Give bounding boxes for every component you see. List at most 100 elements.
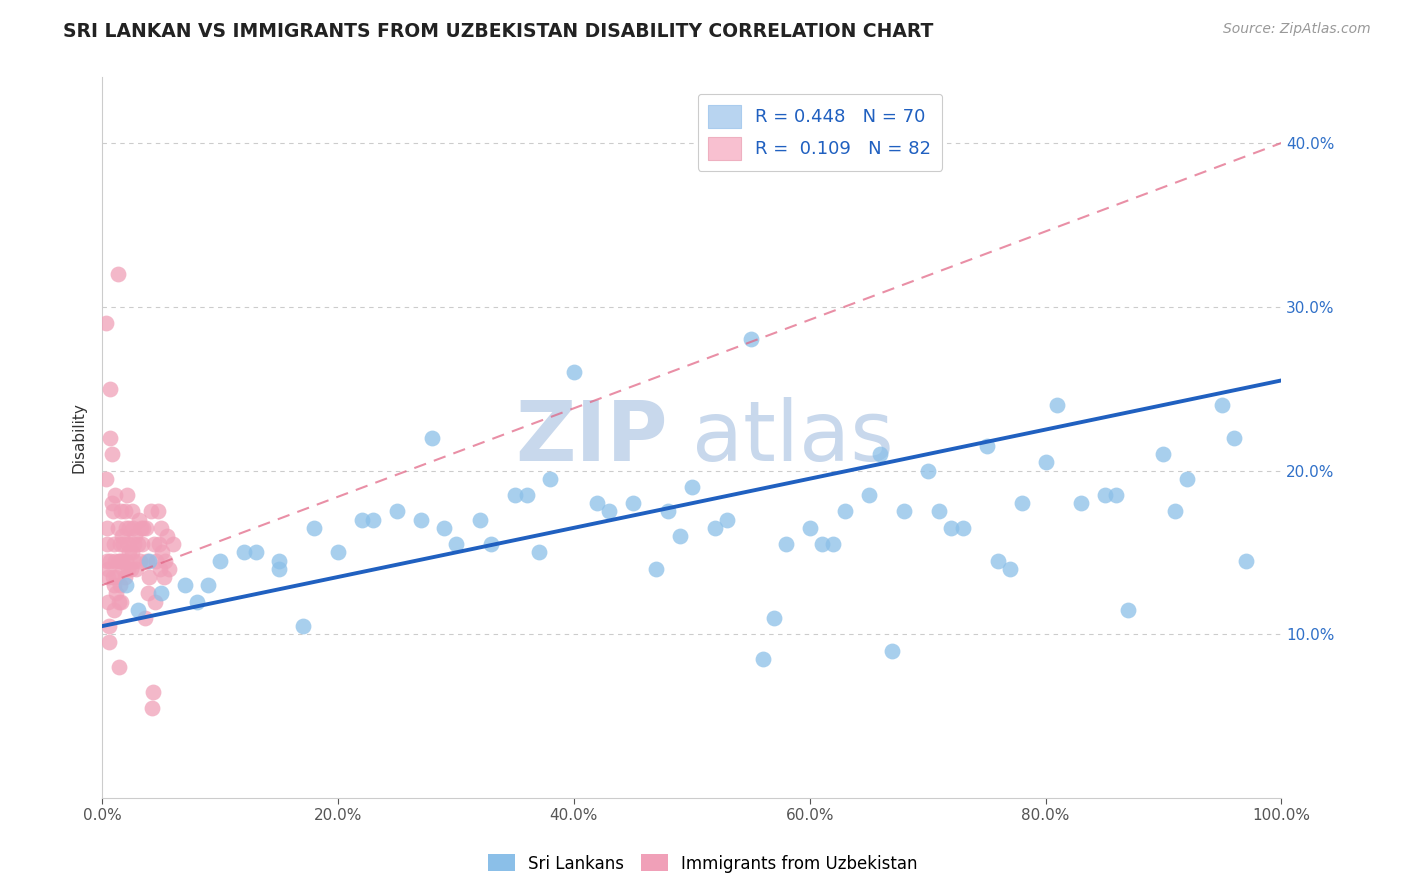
Point bbox=[103, 603, 125, 617]
Point bbox=[153, 553, 176, 567]
Point bbox=[127, 537, 149, 551]
Point bbox=[740, 333, 762, 347]
Point bbox=[156, 529, 179, 543]
Point bbox=[197, 578, 219, 592]
Point bbox=[110, 594, 132, 608]
Point bbox=[150, 545, 173, 559]
Point bbox=[1035, 455, 1057, 469]
Point bbox=[122, 521, 145, 535]
Text: ZIP: ZIP bbox=[516, 397, 668, 478]
Point bbox=[142, 684, 165, 698]
Point bbox=[110, 504, 132, 518]
Point bbox=[98, 635, 121, 649]
Point bbox=[97, 594, 120, 608]
Point bbox=[143, 594, 166, 608]
Point bbox=[444, 537, 467, 551]
Point bbox=[516, 488, 538, 502]
Point bbox=[621, 496, 644, 510]
Point bbox=[118, 545, 141, 559]
Y-axis label: Disability: Disability bbox=[72, 402, 86, 473]
Point bbox=[141, 701, 163, 715]
Point bbox=[114, 570, 136, 584]
Point bbox=[232, 545, 254, 559]
Point bbox=[834, 504, 856, 518]
Point bbox=[143, 537, 166, 551]
Point bbox=[105, 570, 128, 584]
Point bbox=[363, 513, 385, 527]
Point bbox=[468, 513, 491, 527]
Point bbox=[117, 537, 139, 551]
Point bbox=[128, 513, 150, 527]
Point bbox=[132, 521, 155, 535]
Point bbox=[94, 316, 117, 330]
Point bbox=[117, 562, 139, 576]
Point bbox=[527, 545, 550, 559]
Point bbox=[135, 521, 157, 535]
Point bbox=[657, 504, 679, 518]
Point bbox=[1211, 398, 1233, 412]
Point bbox=[150, 521, 173, 535]
Point bbox=[152, 570, 174, 584]
Point bbox=[115, 488, 138, 502]
Point bbox=[127, 603, 149, 617]
Point bbox=[976, 439, 998, 453]
Point bbox=[267, 553, 290, 567]
Point bbox=[134, 611, 156, 625]
Point bbox=[1175, 472, 1198, 486]
Point bbox=[112, 562, 135, 576]
Point bbox=[1011, 496, 1033, 510]
Point bbox=[267, 562, 290, 576]
Point bbox=[586, 496, 609, 510]
Point bbox=[114, 504, 136, 518]
Point bbox=[882, 643, 904, 657]
Point bbox=[103, 537, 125, 551]
Text: SRI LANKAN VS IMMIGRANTS FROM UZBEKISTAN DISABILITY CORRELATION CHART: SRI LANKAN VS IMMIGRANTS FROM UZBEKISTAN… bbox=[63, 22, 934, 41]
Legend: Sri Lankans, Immigrants from Uzbekistan: Sri Lankans, Immigrants from Uzbekistan bbox=[482, 847, 924, 880]
Point bbox=[129, 553, 152, 567]
Point bbox=[114, 521, 136, 535]
Point bbox=[669, 529, 692, 543]
Point bbox=[111, 553, 134, 567]
Point bbox=[326, 545, 349, 559]
Point bbox=[173, 578, 195, 592]
Point bbox=[823, 537, 845, 551]
Point bbox=[422, 431, 444, 445]
Point bbox=[681, 480, 703, 494]
Point bbox=[751, 652, 773, 666]
Point bbox=[858, 488, 880, 502]
Point bbox=[763, 611, 786, 625]
Point bbox=[304, 521, 326, 535]
Point bbox=[810, 537, 832, 551]
Point bbox=[114, 578, 136, 592]
Point bbox=[111, 529, 134, 543]
Point bbox=[162, 537, 184, 551]
Point bbox=[129, 521, 152, 535]
Point bbox=[1234, 553, 1257, 567]
Point bbox=[145, 553, 167, 567]
Point bbox=[645, 562, 668, 576]
Point bbox=[100, 447, 122, 461]
Point bbox=[100, 553, 122, 567]
Point bbox=[138, 553, 160, 567]
Legend: R = 0.448   N = 70, R =  0.109   N = 82: R = 0.448 N = 70, R = 0.109 N = 82 bbox=[697, 94, 942, 170]
Point bbox=[122, 553, 145, 567]
Point bbox=[114, 553, 136, 567]
Point bbox=[124, 529, 146, 543]
Point bbox=[148, 537, 170, 551]
Point bbox=[100, 382, 122, 396]
Point bbox=[96, 537, 118, 551]
Point bbox=[1094, 488, 1116, 502]
Point bbox=[503, 488, 526, 502]
Point bbox=[100, 496, 122, 510]
Point bbox=[94, 472, 117, 486]
Point bbox=[139, 504, 162, 518]
Point bbox=[928, 504, 950, 518]
Point bbox=[716, 513, 738, 527]
Point bbox=[121, 545, 143, 559]
Point bbox=[775, 537, 797, 551]
Point bbox=[1105, 488, 1128, 502]
Point bbox=[562, 365, 585, 379]
Point bbox=[209, 553, 232, 567]
Point bbox=[100, 431, 122, 445]
Text: Source: ZipAtlas.com: Source: ZipAtlas.com bbox=[1223, 22, 1371, 37]
